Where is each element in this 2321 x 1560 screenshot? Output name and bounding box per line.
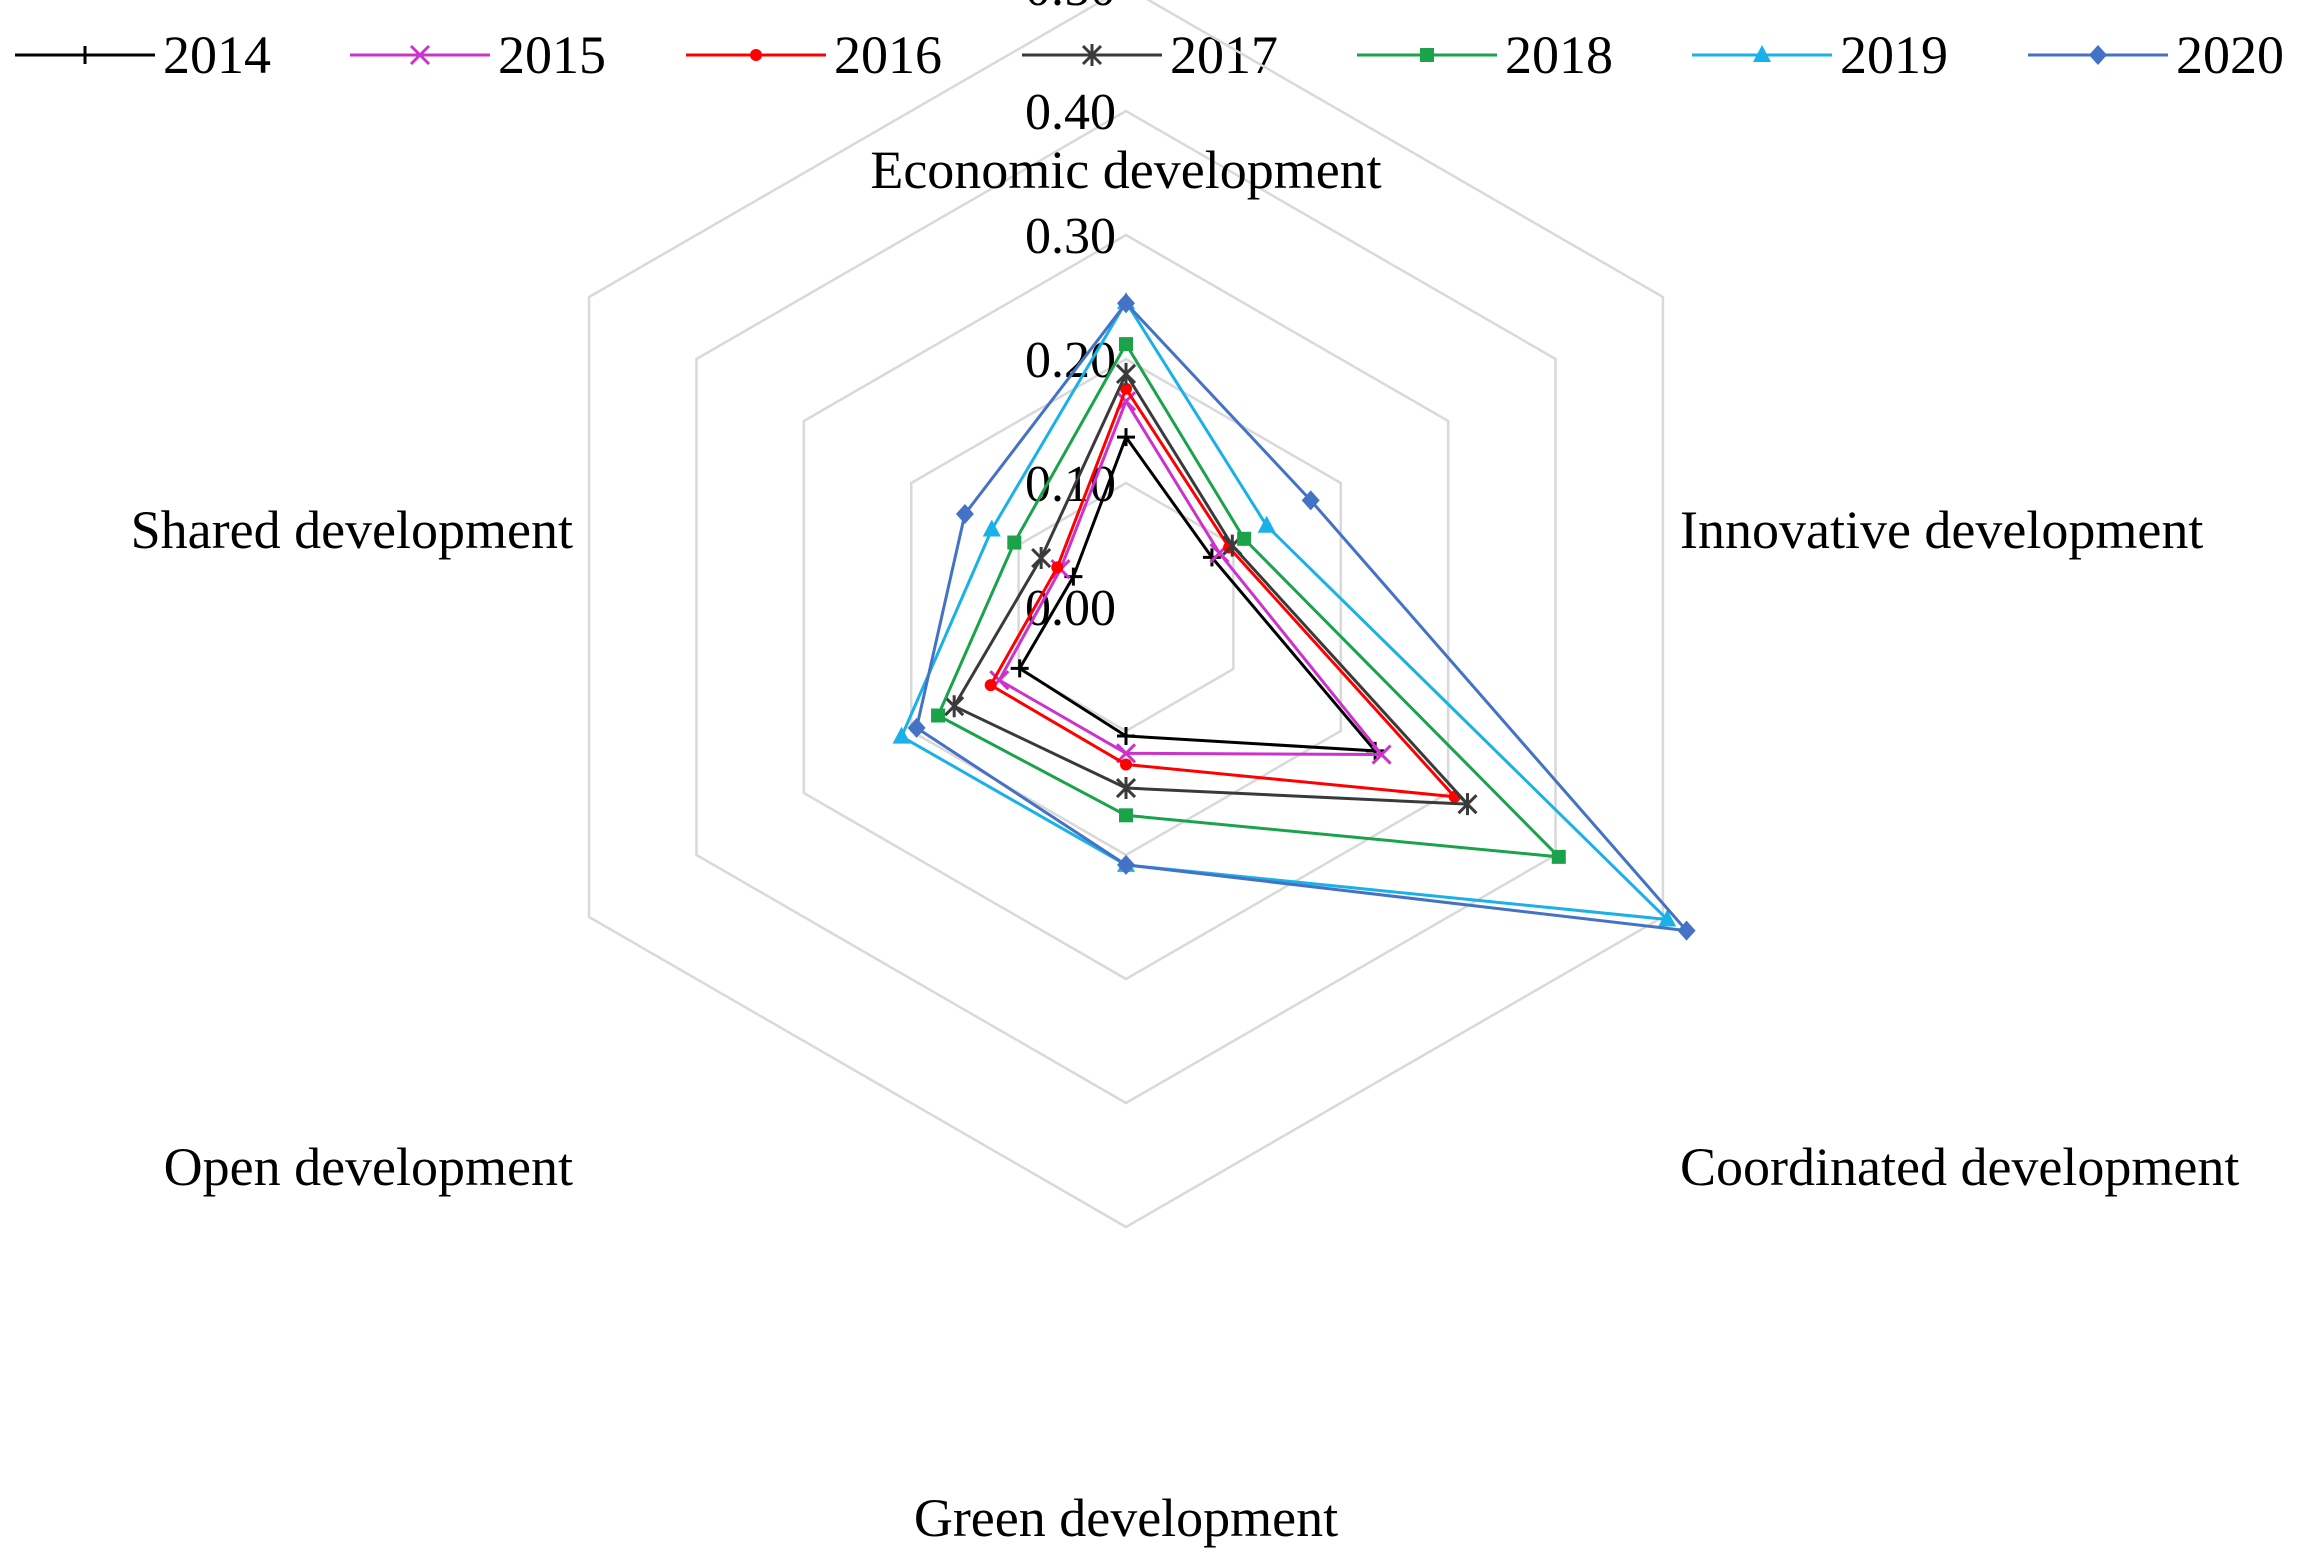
legend-label: 2020 <box>2176 25 2284 85</box>
legend-label: 2015 <box>498 25 606 85</box>
data-point <box>1115 362 1137 385</box>
data-point <box>1371 744 1392 765</box>
series-2020 <box>907 293 1696 941</box>
legend-item-2015[interactable]: 2015 <box>350 25 606 85</box>
legend-label: 2014 <box>163 25 271 85</box>
data-point <box>1420 48 1434 62</box>
data-point <box>1551 849 1566 864</box>
data-point <box>76 46 94 64</box>
grid-ring <box>695 109 1557 1105</box>
data-point <box>2089 45 2107 65</box>
data-point <box>1658 909 1677 927</box>
data-point <box>1115 777 1137 800</box>
series-line <box>997 399 1384 757</box>
data-point <box>1202 548 1221 567</box>
axis-label: Shared development <box>131 500 573 560</box>
data-point <box>1257 515 1276 533</box>
data-point <box>931 708 946 723</box>
data-point <box>1010 659 1029 678</box>
data-point <box>1457 793 1478 816</box>
data-point <box>984 679 997 692</box>
data-point <box>409 44 431 66</box>
data-point <box>750 49 762 61</box>
data-point <box>1117 726 1135 745</box>
legend-item-2020[interactable]: 2020 <box>2028 25 2284 85</box>
data-point <box>944 695 965 718</box>
data-point <box>955 504 974 524</box>
data-point <box>1120 382 1132 395</box>
legend-label: 2018 <box>1505 25 1613 85</box>
data-point <box>1753 45 1771 62</box>
tick-label: 0.50 <box>1025 0 1116 17</box>
tick-label: 0.30 <box>1025 208 1116 265</box>
data-point <box>1237 531 1252 546</box>
data-point <box>1677 920 1696 941</box>
data-point <box>1117 854 1135 875</box>
series-layer <box>892 291 1696 941</box>
legend-item-2017[interactable]: 2017 <box>1022 25 1278 85</box>
data-point <box>907 717 926 738</box>
axis-label: Innovative development <box>1680 500 2203 560</box>
legend-item-2014[interactable]: 2014 <box>15 25 271 85</box>
tick-label: 0.20 <box>1025 332 1116 389</box>
series-2017 <box>944 362 1478 816</box>
data-point <box>892 726 911 744</box>
data-point <box>982 519 1001 537</box>
legend-label: 2017 <box>1170 25 1278 85</box>
data-point <box>1120 758 1132 771</box>
grid-ring <box>802 233 1450 981</box>
data-point <box>1301 490 1320 511</box>
tick-label: 0.40 <box>1025 84 1116 141</box>
grid-ring <box>587 0 1665 1229</box>
data-point <box>1119 808 1133 823</box>
data-point <box>1117 293 1135 314</box>
data-point <box>1081 44 1103 66</box>
data-point <box>1007 535 1022 550</box>
axis-labels: Economic development Innovative developme… <box>131 140 2240 1548</box>
axis-label: Green development <box>914 1488 1338 1548</box>
series-2018 <box>931 337 1566 864</box>
legend-item-2016[interactable]: 2016 <box>686 25 942 85</box>
radial-tick-labels: 0.000.100.200.300.400.50 <box>1025 0 1116 637</box>
legend: 2014 2015 2016 2017 2018 2019 2020 <box>15 25 2284 85</box>
axis-label: Coordinated development <box>1680 1137 2239 1197</box>
data-point <box>1031 547 1052 570</box>
axis-label: Open development <box>164 1137 573 1197</box>
legend-item-2019[interactable]: 2019 <box>1692 25 1948 85</box>
legend-label: 2016 <box>834 25 942 85</box>
data-point <box>1117 428 1135 447</box>
legend-label: 2019 <box>1840 25 1948 85</box>
data-point <box>1119 337 1133 352</box>
axis-label: Economic development <box>870 140 1381 200</box>
legend-item-2018[interactable]: 2018 <box>1357 25 1613 85</box>
data-point <box>1051 561 1064 574</box>
